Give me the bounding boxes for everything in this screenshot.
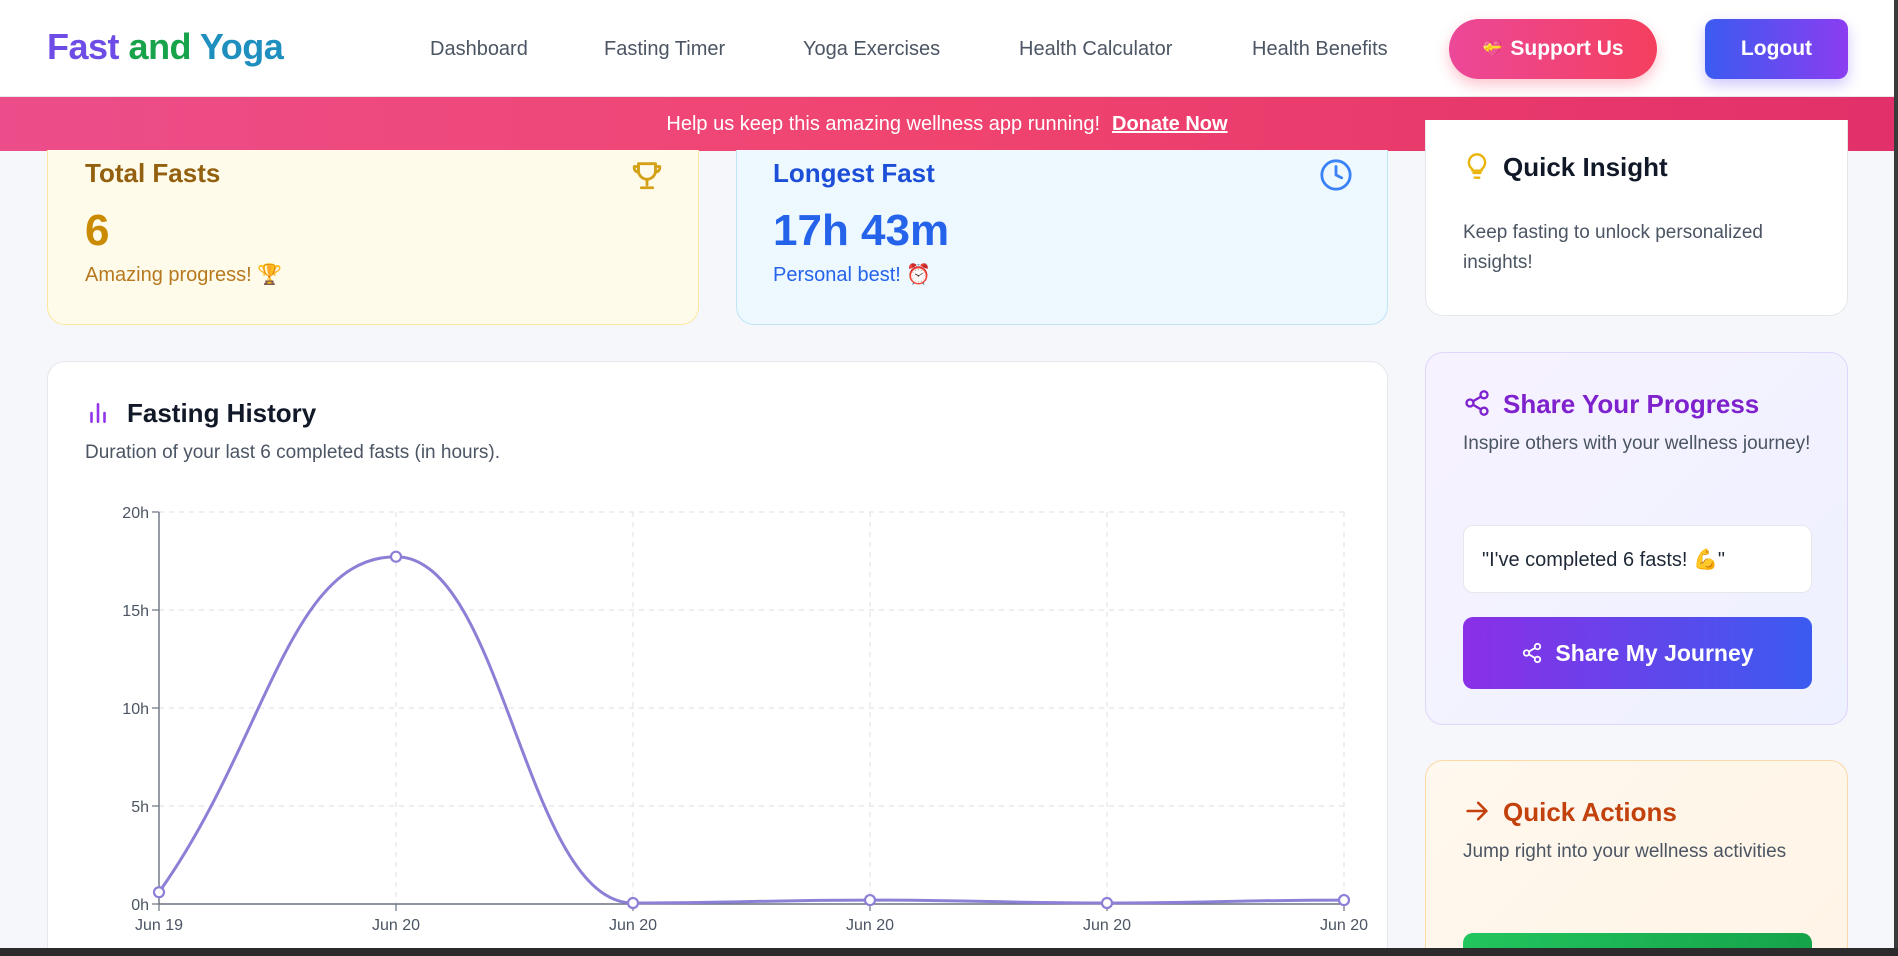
share-journey-label: Share My Journey [1555, 639, 1754, 666]
quick-insight-text: Keep fasting to unlock personalized insi… [1463, 222, 1763, 273]
x-tick-label: Jun 19 [135, 917, 183, 934]
longest-fast-card: Longest Fast 17h 43m Personal best! ⏰ [736, 150, 1388, 325]
fasting-history-title: Fasting History [127, 398, 317, 428]
nav-fasting-timer[interactable]: Fasting Timer [604, 38, 726, 60]
x-tick-label: Jun 20 [609, 917, 657, 934]
quick-actions-text: Jump right into your wellness activities [1463, 841, 1787, 862]
logo-word-fast: Fast [47, 26, 120, 67]
data-point [1337, 893, 1351, 907]
quick-insight-card: Quick Insight Keep fasting to unlock per… [1425, 120, 1848, 316]
nav-health-benefits[interactable]: Health Benefits [1252, 38, 1388, 60]
data-point [389, 550, 403, 563]
share-progress-card: Share Your Progress Inspire others with … [1425, 352, 1848, 725]
lightbulb-icon [1467, 153, 1487, 179]
longest-fast-subtitle: Personal best! ⏰ [773, 264, 932, 286]
quick-insight-title: Quick Insight [1503, 152, 1668, 182]
x-tick-label: Jun 20 [1083, 917, 1131, 934]
x-tick-label: Jun 20 [372, 917, 420, 934]
donate-now-link[interactable]: Donate Now [1112, 112, 1228, 135]
y-tick-label: 0h [131, 897, 149, 914]
y-tick-label: 5h [131, 799, 149, 816]
nav-yoga-exercises[interactable]: Yoga Exercises [803, 38, 941, 60]
support-us-button[interactable]: 💝 Support Us [1449, 19, 1657, 79]
data-point [152, 886, 166, 899]
nav-dashboard[interactable]: Dashboard [430, 38, 528, 60]
fasting-history-card: Fasting History Duration of your last 6 … [47, 361, 1388, 956]
fasting-history-description: Duration of your last 6 completed fasts … [85, 442, 501, 463]
bar-chart-icon [90, 403, 106, 423]
fasting-history-chart: 0h 5h 10h 15h 20h Jun 19 Jun 20 Jun 20 Jun 20 Jun… [122, 505, 1368, 934]
banner-text: Help us keep this amazing wellness app r… [666, 112, 1101, 135]
data-point [1100, 896, 1114, 910]
nav-health-calculator[interactable]: Health Calculator [1019, 38, 1173, 60]
clock-icon [1320, 159, 1352, 191]
arrow-right-icon [1466, 801, 1488, 821]
y-tick-label: 15h [122, 603, 149, 620]
longest-fast-value: 17h 43m [773, 206, 950, 255]
total-fasts-subtitle: Amazing progress! 🏆 [85, 264, 283, 286]
app-logo[interactable]: Fast and Yoga [47, 26, 284, 68]
trophy-icon [632, 162, 662, 190]
x-tick-label: Jun 20 [1320, 917, 1368, 934]
share-progress-title: Share Your Progress [1503, 389, 1760, 419]
window-border [1894, 0, 1898, 956]
quick-actions-title: Quick Actions [1503, 797, 1677, 827]
y-tick-label: 20h [122, 505, 149, 522]
support-us-label: Support Us [1510, 37, 1624, 60]
y-tick-label: 10h [122, 701, 149, 718]
top-navbar: Fast and Yoga Dashboard Fasting Timer Yo… [0, 0, 1894, 97]
logout-button[interactable]: Logout [1705, 19, 1848, 79]
quick-actions-card: Quick Actions Jump right into your welln… [1425, 760, 1848, 956]
total-fasts-title: Total Fasts [85, 158, 221, 188]
heart-icon: 💝 [1482, 41, 1503, 58]
total-fasts-value: 6 [85, 206, 110, 255]
logo-word-and: and [128, 26, 192, 67]
series-line [157, 555, 1345, 905]
x-tick-label: Jun 20 [846, 917, 894, 934]
longest-fast-title: Longest Fast [773, 158, 935, 188]
share-journey-button[interactable]: Share My Journey [1463, 617, 1812, 689]
share-quote: "I've completed 6 fasts! 💪" [1463, 525, 1812, 593]
total-fasts-card: Total Fasts 6 Amazing progress! 🏆 [47, 150, 699, 325]
logo-word-yoga: Yoga [199, 26, 284, 67]
share-icon [1465, 390, 1489, 416]
share-progress-text: Inspire others with your wellness journe… [1463, 433, 1811, 454]
data-point [626, 896, 640, 910]
share-icon [1523, 642, 1542, 664]
data-point [863, 893, 877, 907]
taskbar-strip [0, 948, 1898, 956]
